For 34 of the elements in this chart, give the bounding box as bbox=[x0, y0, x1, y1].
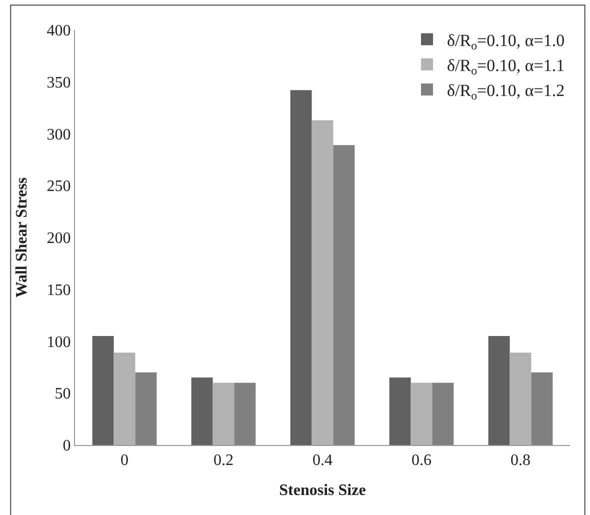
y-tick-label: 150 bbox=[46, 282, 71, 299]
bar bbox=[191, 378, 213, 445]
y-tick-label: 300 bbox=[46, 126, 71, 144]
bar bbox=[410, 382, 432, 445]
legend-label: δ/R$_{o}$=0.10, α=1.1 bbox=[447, 56, 565, 78]
x-tick-label: 0.2 bbox=[214, 452, 234, 470]
bar bbox=[531, 372, 553, 445]
x-axis-title: Stenosis Size bbox=[279, 482, 366, 499]
bar bbox=[135, 372, 157, 445]
y-tick-label: 200 bbox=[46, 230, 71, 248]
y-axis-title: Wall Shear Stress bbox=[14, 177, 31, 298]
bar bbox=[312, 120, 334, 445]
y-tick-label: 100 bbox=[46, 334, 71, 351]
x-tick-label: 0.6 bbox=[412, 452, 432, 470]
y-tick-label: 350 bbox=[46, 74, 71, 92]
bar bbox=[92, 336, 114, 445]
y-tick-label: 400 bbox=[46, 22, 71, 40]
bar bbox=[212, 382, 234, 445]
bar bbox=[389, 378, 411, 445]
bar bbox=[333, 145, 355, 445]
y-tick-label: 50 bbox=[54, 386, 71, 403]
bar bbox=[432, 382, 454, 445]
y-tick-label: 0 bbox=[62, 438, 71, 455]
legend-label: δ/R$_{o}$=0.10, α=1.0 bbox=[447, 30, 565, 52]
x-tick-label: 0.4 bbox=[312, 452, 332, 470]
bar bbox=[234, 382, 256, 445]
x-tick-label: 0 bbox=[120, 452, 128, 470]
legend-label: δ/R$_{o}$=0.10, α=1.2 bbox=[447, 81, 565, 103]
bar bbox=[488, 336, 510, 445]
bar bbox=[290, 90, 312, 445]
y-tick-label: 250 bbox=[46, 178, 71, 196]
bar bbox=[510, 352, 532, 445]
x-tick-label: 0.8 bbox=[510, 452, 530, 470]
bar bbox=[114, 352, 136, 445]
